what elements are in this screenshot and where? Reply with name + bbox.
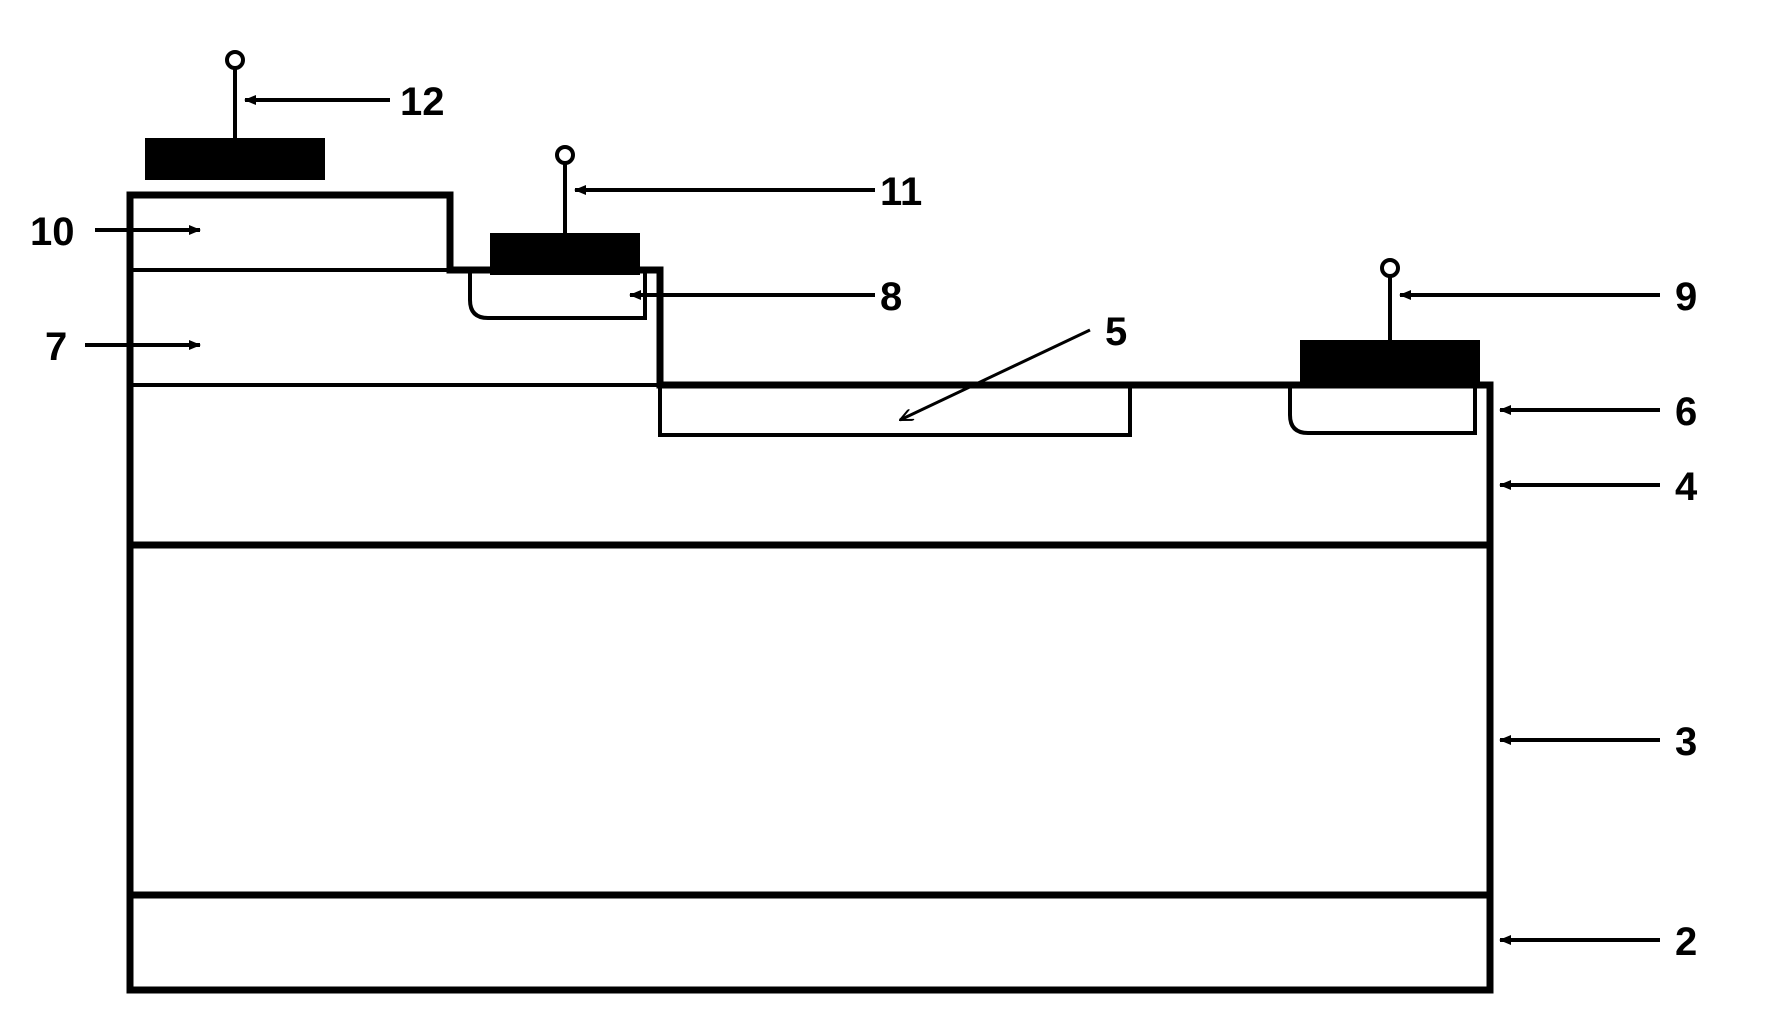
label-2: 2 <box>1675 920 1697 964</box>
label-11: 11 <box>880 170 922 214</box>
pin-9-node <box>1382 260 1398 276</box>
label-9: 9 <box>1675 275 1697 319</box>
label-3: 3 <box>1675 720 1697 764</box>
label-5: 5 <box>1105 310 1127 354</box>
contact-12 <box>145 138 325 180</box>
contact-11 <box>490 233 640 275</box>
device-outline <box>130 195 1490 990</box>
label-7: 7 <box>45 325 67 369</box>
label-6: 6 <box>1675 390 1697 434</box>
label-10: 10 <box>30 210 75 254</box>
pin-11-node <box>557 147 573 163</box>
label-4: 4 <box>1675 465 1698 509</box>
cross-section-diagram: 2 3 4 6 9 5 8 11 12 10 7 <box>0 0 1765 1022</box>
label-12: 12 <box>400 80 445 124</box>
contact-9 <box>1300 340 1480 382</box>
pin-12-node <box>227 52 243 68</box>
device-structure <box>130 195 1490 990</box>
label-8: 8 <box>880 275 902 319</box>
